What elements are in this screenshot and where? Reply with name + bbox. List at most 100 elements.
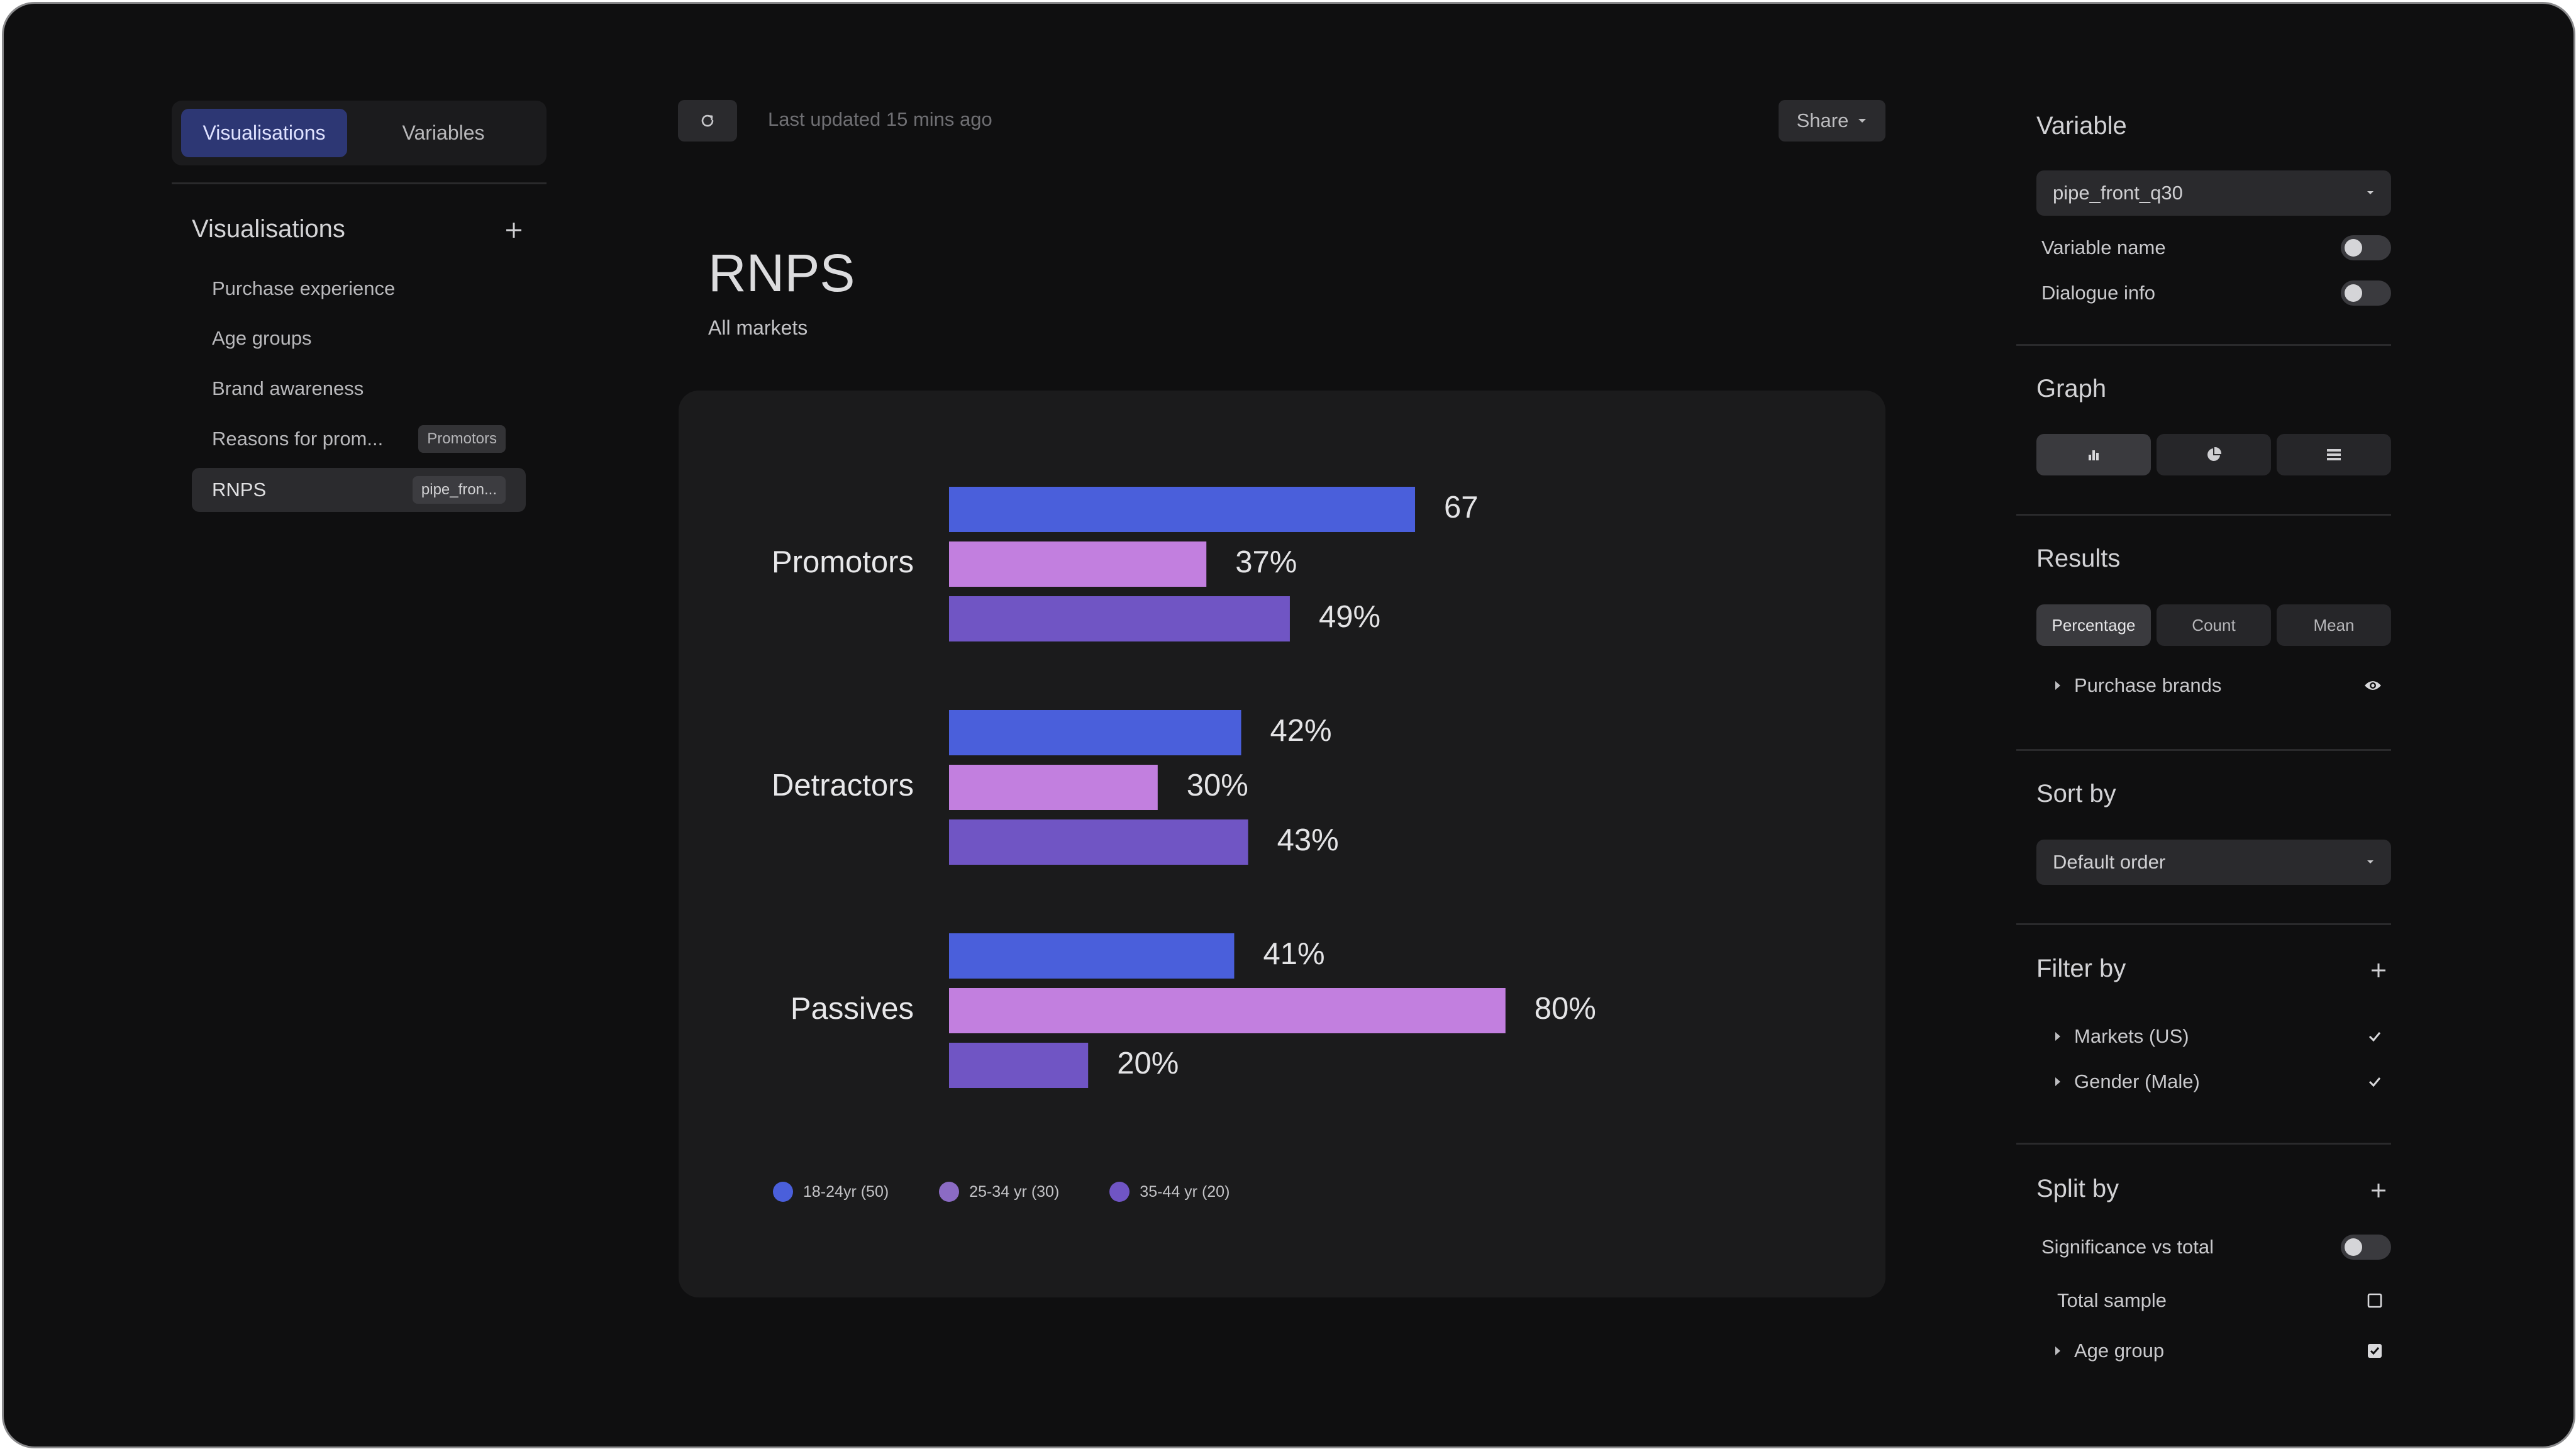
bar[interactable] [949, 819, 1248, 865]
legend-dot [773, 1182, 793, 1202]
legend-dot [1109, 1182, 1130, 1202]
bar-chart: Promotors 67 37% 49% Detractors 42% 30% 43% Pass… [772, 487, 1596, 1088]
sidebar-item-label: Reasons for prom... [212, 428, 384, 450]
sidebar-item-reasons-for-promotors[interactable]: Reasons for prom... Promotors [192, 417, 526, 461]
variable-select[interactable]: pipe_front_q30 [2036, 170, 2391, 216]
results-section-title: Results [2036, 545, 2121, 572]
eye-icon[interactable] [2363, 679, 2382, 692]
share-button[interactable]: Share [1779, 100, 1885, 142]
results-percentage-button[interactable]: Percentage [2036, 604, 2151, 646]
bar-value-label: 80% [1535, 992, 1596, 1026]
bar-value-label: 30% [1187, 769, 1248, 802]
add-split-button[interactable] [2366, 1178, 2391, 1203]
significance-row: Significance vs total [2041, 1235, 2391, 1260]
last-updated-text: Last updated 15 mins ago [768, 108, 992, 130]
legend-label: 18-24yr (50) [803, 1182, 889, 1201]
sidebar-item-label: Purchase experience [212, 277, 396, 299]
sidebar-item-brand-awareness[interactable]: Brand awareness [192, 367, 526, 411]
split-item-age-group[interactable]: Age group [2055, 1340, 2382, 1362]
expand-arrow-icon [2055, 1346, 2060, 1355]
split-item-label: Total sample [2057, 1289, 2167, 1311]
add-visualisation-button[interactable] [501, 218, 526, 243]
filter-item-label: Gender (Male) [2074, 1070, 2200, 1092]
purchase-brands-label: Purchase brands [2074, 674, 2222, 696]
tab-variables[interactable]: Variables [402, 121, 485, 144]
sidebar-section-title: Visualisations [192, 215, 345, 243]
refresh-button[interactable] [678, 100, 737, 142]
filter-item-gender[interactable]: Gender (Male) [2055, 1070, 2382, 1093]
category-label: Passives [791, 992, 914, 1026]
plus-icon [2372, 963, 2385, 977]
chart-legend: 18-24yr (50) 25-34 yr (30) 35-44 yr (20) [773, 1182, 1230, 1202]
bar[interactable] [949, 541, 1207, 587]
caret-down-icon [2367, 191, 2373, 194]
bar[interactable] [949, 596, 1290, 641]
results-mean-button[interactable]: Mean [2277, 604, 2391, 646]
variable-name-row: Variable name [2041, 235, 2391, 260]
graph-pie-button[interactable] [2157, 434, 2271, 475]
bar[interactable] [949, 765, 1158, 810]
graph-table-button[interactable] [2277, 434, 2391, 475]
checkbox-unchecked-icon[interactable] [2367, 1293, 2382, 1308]
caret-down-icon [2367, 860, 2373, 863]
sidebar-item-label: Brand awareness [212, 377, 364, 399]
filter-item-markets[interactable]: Markets (US) [2055, 1025, 2382, 1048]
split-item-label: Age group [2074, 1340, 2165, 1362]
bar[interactable] [949, 710, 1241, 755]
chart-card: Promotors 67 37% 49% Detractors 42% 30% 43% Pass… [679, 391, 1885, 1297]
bar[interactable] [949, 487, 1416, 532]
expand-arrow-icon [2055, 1032, 2060, 1041]
variable-name-toggle[interactable] [2341, 235, 2391, 260]
panel-divider [2016, 749, 2391, 751]
dialogue-info-toggle[interactable] [2341, 280, 2391, 306]
bar[interactable] [949, 988, 1506, 1033]
refresh-icon [701, 114, 714, 127]
sort-select[interactable]: Default order [2036, 840, 2391, 885]
bar[interactable] [949, 1043, 1089, 1088]
checkbox-checked-icon[interactable] [2367, 1343, 2382, 1358]
filter-item-label: Markets (US) [2074, 1025, 2189, 1047]
tab-visualisations[interactable]: Visualisations [181, 109, 347, 157]
legend-label: 25-34 yr (30) [969, 1182, 1060, 1201]
dialogue-info-label: Dialogue info [2041, 282, 2155, 304]
variable-select-value: pipe_front_q30 [2053, 182, 2183, 204]
panel-divider [2016, 514, 2391, 516]
split-section-title: Split by [2036, 1175, 2119, 1202]
sidebar-tab-switch: Visualisations Variables [172, 101, 547, 165]
graph-bar-button[interactable] [2036, 434, 2151, 475]
variable-section-title: Variable [2036, 112, 2127, 140]
sidebar-item-label: Age groups [212, 327, 312, 349]
legend-dot [939, 1182, 960, 1202]
plus-icon [506, 223, 521, 238]
caret-down-icon [1858, 119, 1867, 123]
sidebar-item-tag: Promotors [418, 425, 506, 453]
variable-name-label: Variable name [2041, 236, 2166, 258]
category-label: Detractors [772, 769, 914, 802]
legend-label: 35-44 yr (20) [1140, 1182, 1230, 1201]
bar-value-label: 37% [1235, 545, 1297, 579]
bar[interactable] [949, 933, 1235, 979]
sidebar-item-purchase-experience[interactable]: Purchase experience [192, 267, 526, 311]
purchase-brands-row[interactable]: Purchase brands [2055, 674, 2382, 697]
bar-value-label: 41% [1263, 937, 1324, 971]
filter-section-title: Filter by [2036, 955, 2126, 982]
sidebar-item-rnps[interactable]: RNPS pipe_fron... [192, 468, 526, 512]
sidebar-item-age-groups[interactable]: Age groups [192, 316, 526, 360]
bar-value-label: 20% [1117, 1046, 1179, 1080]
legend-item: 35-44 yr (20) [1109, 1182, 1230, 1202]
add-filter-button[interactable] [2366, 958, 2391, 983]
table-icon [2327, 449, 2341, 460]
expand-arrow-icon [2055, 681, 2060, 690]
bar-value-label: 67 [1444, 491, 1479, 525]
bar-chart-icon [2089, 450, 2099, 460]
split-item-total-sample[interactable]: Total sample [2057, 1289, 2382, 1312]
results-count-button[interactable]: Count [2157, 604, 2271, 646]
expand-arrow-icon [2055, 1077, 2060, 1086]
significance-toggle[interactable] [2341, 1235, 2391, 1260]
sidebar-item-tag: pipe_fron... [412, 476, 506, 504]
category-label: Promotors [772, 545, 914, 579]
panel-divider [2016, 923, 2391, 925]
page-subtitle: All markets [708, 316, 808, 339]
sidebar-item-label: RNPS [212, 479, 267, 501]
